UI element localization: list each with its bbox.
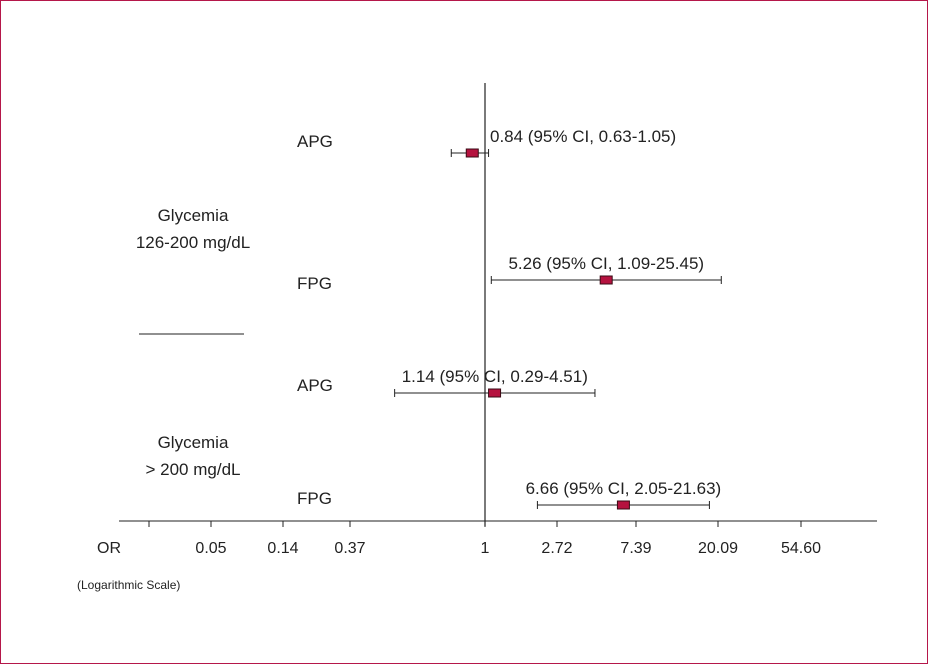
- tick-label: 54.60: [781, 540, 821, 557]
- group-label: 126-200 mg/dL: [136, 233, 250, 252]
- tick-label: 1: [481, 540, 490, 557]
- row-label: APG: [297, 376, 333, 395]
- or-marker: [616, 500, 630, 510]
- row-label: FPG: [297, 489, 332, 508]
- tick-label: 0.37: [334, 540, 365, 557]
- group-label: Glycemia: [158, 433, 229, 452]
- group-label: Glycemia: [158, 206, 229, 225]
- group-label: > 200 mg/dL: [146, 460, 241, 479]
- or-marker: [599, 275, 613, 285]
- row-label: APG: [297, 132, 333, 151]
- or-marker: [465, 148, 479, 158]
- row-label: FPG: [297, 274, 332, 293]
- tick-label: 0.05: [195, 540, 226, 557]
- tick-label: 7.39: [620, 540, 651, 557]
- or-marker: [488, 388, 502, 398]
- or-annotation: 5.26 (95% CI, 1.09-25.45): [508, 254, 704, 273]
- tick-label: 2.72: [541, 540, 572, 557]
- axis-scale-note: (Logarithmic Scale): [77, 578, 180, 592]
- x-axis-label: OR: [97, 540, 121, 557]
- tick-label: 20.09: [698, 540, 738, 557]
- tick-label: 0.14: [267, 540, 298, 557]
- or-annotation: 1.14 (95% CI, 0.29-4.51): [402, 367, 588, 386]
- or-annotation: 0.84 (95% CI, 0.63-1.05): [490, 127, 676, 146]
- or-annotation: 6.66 (95% CI, 2.05-21.63): [526, 479, 722, 498]
